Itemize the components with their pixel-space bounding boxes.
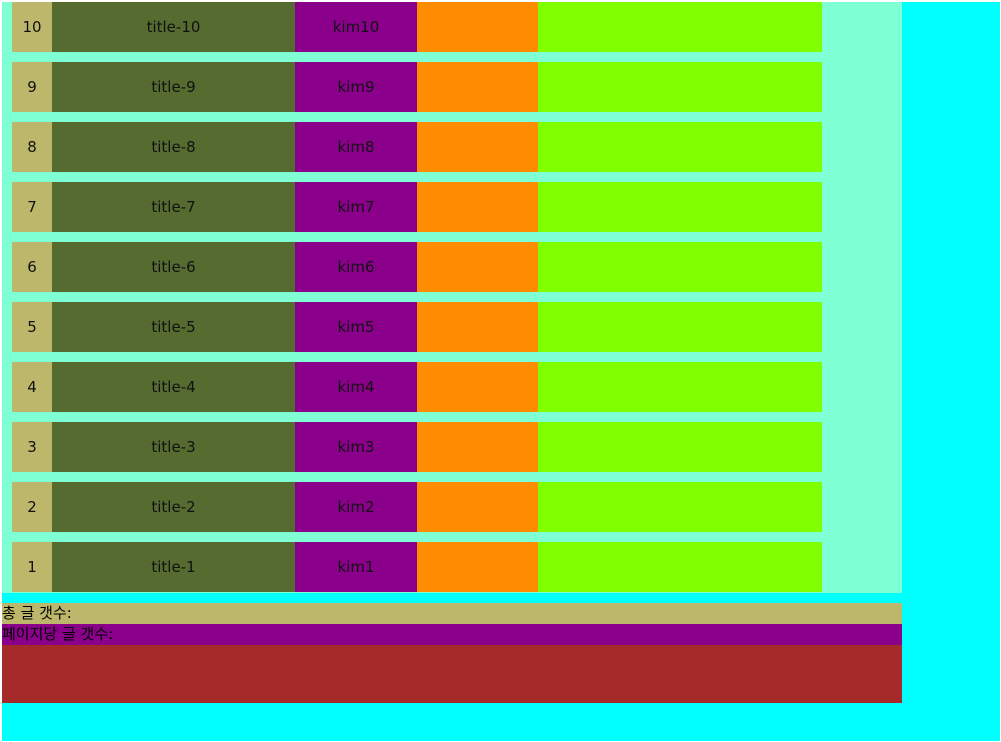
post-number: 2 xyxy=(12,482,52,532)
total-count-label: 총 글 갯수: xyxy=(2,603,902,624)
post-title[interactable]: title-3 xyxy=(52,422,295,472)
table-row[interactable]: 8 title-8 kim8 xyxy=(12,122,822,172)
post-title[interactable]: title-6 xyxy=(52,242,295,292)
post-number: 4 xyxy=(12,362,52,412)
table-row[interactable]: 4 title-4 kim4 xyxy=(12,362,822,412)
post-empty-cell xyxy=(538,362,822,412)
post-title[interactable]: title-10 xyxy=(52,2,295,52)
table-row[interactable]: 1 title-1 kim1 xyxy=(12,542,822,592)
pagination-area xyxy=(2,645,902,703)
post-empty-cell xyxy=(538,182,822,232)
post-number: 7 xyxy=(12,182,52,232)
post-author: kim7 xyxy=(295,182,417,232)
table-row[interactable]: 5 title-5 kim5 xyxy=(12,302,822,352)
table-row[interactable]: 9 title-9 kim9 xyxy=(12,62,822,112)
post-empty-cell xyxy=(417,542,538,592)
post-author: kim4 xyxy=(295,362,417,412)
post-empty-cell xyxy=(417,422,538,472)
table-row[interactable]: 3 title-3 kim3 xyxy=(12,422,822,472)
table-row[interactable]: 7 title-7 kim7 xyxy=(12,182,822,232)
post-empty-cell xyxy=(417,122,538,172)
post-empty-cell xyxy=(417,302,538,352)
post-empty-cell xyxy=(417,182,538,232)
post-author: kim3 xyxy=(295,422,417,472)
post-title[interactable]: title-1 xyxy=(52,542,295,592)
post-empty-cell xyxy=(417,242,538,292)
post-empty-cell xyxy=(538,422,822,472)
post-empty-cell xyxy=(538,302,822,352)
table-row[interactable]: 10 title-10 kim10 xyxy=(12,2,822,52)
post-title[interactable]: title-4 xyxy=(52,362,295,412)
post-number: 8 xyxy=(12,122,52,172)
post-author: kim5 xyxy=(295,302,417,352)
post-number: 10 xyxy=(12,2,52,52)
post-author: kim2 xyxy=(295,482,417,532)
post-empty-cell xyxy=(417,2,538,52)
post-empty-cell xyxy=(538,482,822,532)
post-title[interactable]: title-8 xyxy=(52,122,295,172)
post-author: kim1 xyxy=(295,542,417,592)
post-number: 5 xyxy=(12,302,52,352)
post-empty-cell xyxy=(417,62,538,112)
post-author: kim10 xyxy=(295,2,417,52)
post-title[interactable]: title-9 xyxy=(52,62,295,112)
post-empty-cell xyxy=(538,242,822,292)
post-author: kim8 xyxy=(295,122,417,172)
post-title[interactable]: title-5 xyxy=(52,302,295,352)
post-author: kim6 xyxy=(295,242,417,292)
post-author: kim9 xyxy=(295,62,417,112)
post-empty-cell xyxy=(538,122,822,172)
table-row[interactable]: 2 title-2 kim2 xyxy=(12,482,822,532)
post-empty-cell xyxy=(538,62,822,112)
post-number: 3 xyxy=(12,422,52,472)
post-number: 6 xyxy=(12,242,52,292)
post-number: 1 xyxy=(12,542,52,592)
post-empty-cell xyxy=(538,542,822,592)
post-empty-cell xyxy=(538,2,822,52)
per-page-count-label: 페이지당 글 갯수: xyxy=(2,624,902,645)
post-list-board: 10 title-10 kim10 9 title-9 kim9 8 title… xyxy=(2,2,902,593)
post-number: 9 xyxy=(12,62,52,112)
post-title[interactable]: title-7 xyxy=(52,182,295,232)
table-row[interactable]: 6 title-6 kim6 xyxy=(12,242,822,292)
post-empty-cell xyxy=(417,482,538,532)
post-title[interactable]: title-2 xyxy=(52,482,295,532)
post-empty-cell xyxy=(417,362,538,412)
